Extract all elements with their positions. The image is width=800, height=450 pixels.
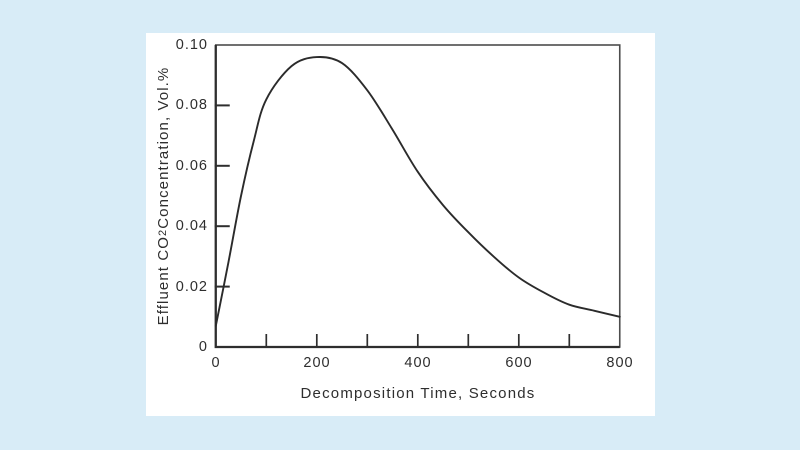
line-chart [214,44,621,349]
y-tick-label: 0.10 [175,37,208,53]
y-tick-label: 0.04 [175,218,208,234]
axis-lines [214,45,620,349]
x-axis-title: Decomposition Time, Seconds [300,385,536,402]
figure-panel: Effluent CO 2 Concentration, Vol.% Decomp… [146,33,655,416]
y-tick-label: 0 [198,339,208,355]
y-axis-title-suffix: Concentration, Vol.% [154,66,172,229]
data-curve [214,56,621,327]
y-tick-label: 0.02 [175,279,208,295]
x-tick-label: 200 [303,355,331,371]
x-tick-label: 800 [606,355,634,371]
x-tick-label: 0 [211,355,221,371]
x-tick-label: 400 [404,355,432,371]
x-tick-label: 600 [505,355,533,371]
y-tick-label: 0.06 [175,158,208,174]
y-tick-label: 0.08 [175,97,208,113]
plot-frame [214,44,621,348]
